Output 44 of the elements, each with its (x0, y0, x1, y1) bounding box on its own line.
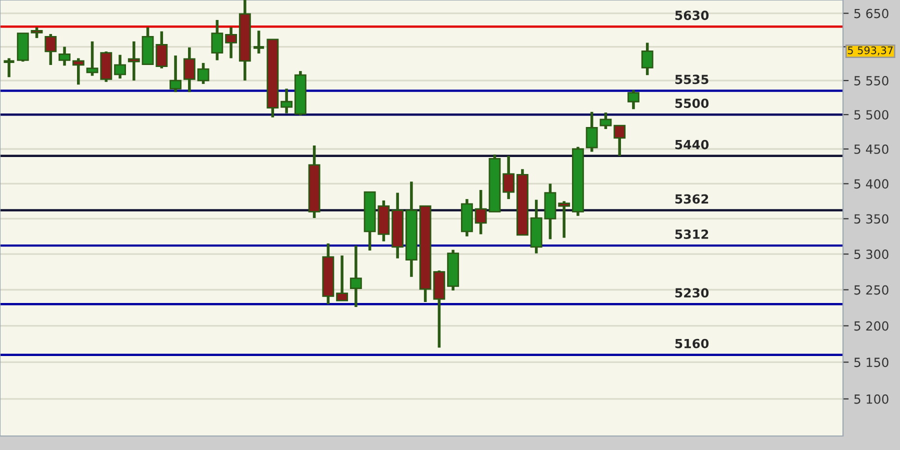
candlestick (211, 18, 224, 62)
y-tick-label: 5 400 (854, 179, 888, 189)
candlestick (641, 41, 654, 77)
y-tick-label: 5 350 (854, 214, 888, 224)
y-tick-label: 5 650 (854, 8, 888, 18)
text: 5 593,37 (848, 46, 893, 56)
candlestick (350, 244, 362, 308)
candlestick (600, 111, 612, 130)
candlestick (558, 200, 570, 240)
candlestick (614, 124, 626, 158)
candlestick (114, 53, 126, 80)
candlestick (86, 40, 98, 78)
y-tick-label: 5 250 (854, 285, 888, 295)
y-tick-label: 5 450 (854, 144, 888, 154)
candlestick (170, 54, 182, 94)
candlestick (128, 40, 140, 82)
ref-line-label: 5230 (675, 288, 709, 298)
y-tick-label: 5 500 (854, 110, 888, 120)
candlestick (225, 26, 238, 60)
ref-line-label: 5630 (675, 10, 709, 20)
candlestick (183, 46, 196, 94)
candlestick (252, 29, 266, 55)
y-tick-label: 5 200 (854, 321, 888, 331)
ref-line-label: 5440 (675, 140, 709, 150)
candlestick (627, 88, 640, 111)
candlestick (30, 26, 43, 40)
y-tick-label: 5 550 (854, 76, 888, 86)
candlestick (58, 45, 70, 68)
candlestick (336, 254, 348, 302)
candlestick (502, 154, 515, 200)
y-tick-label: 5 100 (854, 394, 888, 404)
candlestick (72, 56, 84, 86)
candlestick (586, 110, 598, 154)
ref-line-label: 5535 (675, 74, 708, 84)
candlestick (2, 56, 16, 79)
ref-line-label: 5312 (675, 230, 708, 239)
y-tick-label: 5 300 (854, 250, 888, 260)
ref-line-label: 5160 (675, 338, 709, 348)
ref-line-label: 5500 (675, 98, 709, 108)
ref-line-label: 5362 (675, 194, 708, 204)
candlestick (44, 32, 57, 66)
candlestick (197, 62, 210, 86)
y-tick-label: 5 150 (854, 358, 888, 368)
candlestick (280, 87, 293, 115)
